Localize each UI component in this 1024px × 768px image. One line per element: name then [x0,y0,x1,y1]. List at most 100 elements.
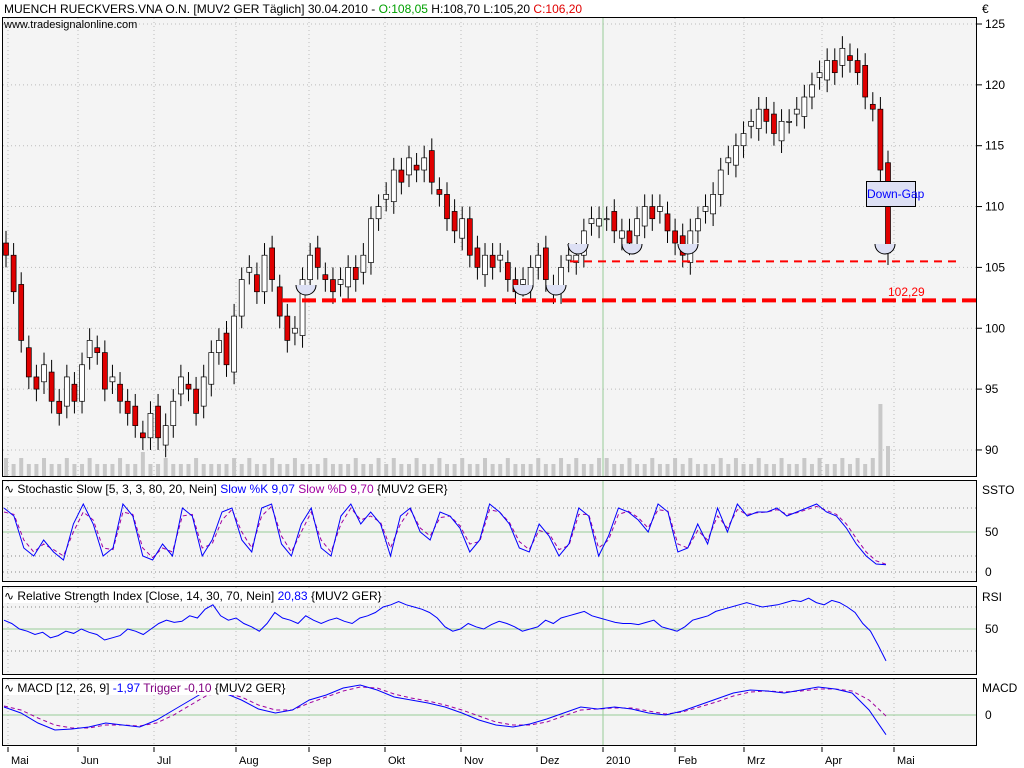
x-tick-label: Jul [157,755,171,767]
candle-body [79,364,85,402]
volume-bar [886,446,890,476]
candle-body [406,157,412,176]
candle-body [292,327,298,334]
candle-body [436,189,443,195]
x-tick-label: Mrz [747,755,765,767]
candle-body [390,169,397,203]
volume-bar [399,464,404,476]
y-tick-label: 115 [985,139,1004,153]
volume-bar [673,458,678,476]
volume-bar [475,464,480,476]
stoch-name: Stochastic Slow [5, 3, 3, 80, 20, Nein] [17,482,217,496]
candle-body [565,254,572,261]
candle-body [535,254,542,268]
volume-bar [186,464,191,476]
volume-bar [148,464,153,476]
candle-body [474,247,481,268]
candle-body [459,218,466,239]
candle-body [725,157,732,164]
macd-value: -1,97 [112,681,141,695]
candle-body [117,383,123,402]
candle-body [261,254,268,293]
volume-bar [49,464,54,476]
candle-body [246,267,253,273]
volume-bar [102,464,107,476]
volume-bar [368,464,373,476]
candle-body [10,254,17,293]
y-tick-label: 90 [985,443,999,457]
candle-body [322,274,329,280]
y-tick-label: 50 [985,525,999,539]
candle-body [71,383,78,402]
candle-body [185,383,192,390]
candle-body [368,218,374,263]
candle-body [383,194,390,200]
high-value: H:108,70 [431,2,480,16]
volume-bar [832,464,837,476]
volume-bar [870,458,875,476]
candle-body [428,150,435,183]
volume-bar [19,458,24,476]
candle-body [504,262,511,280]
candle-body [276,286,283,317]
candle-body [588,218,595,224]
volume-bar [156,464,161,476]
volume-bar [794,464,799,476]
volume-bar [87,458,92,476]
candle-body [25,347,32,378]
volume-bar [34,464,39,476]
volume-bar [566,464,571,476]
source-link[interactable]: www.tradesignalonline.com [4,19,138,31]
volume-bar [437,458,442,476]
volume-bar [551,464,556,476]
candle-body [778,121,785,142]
volume-bar [201,464,206,476]
candle-body [596,218,602,227]
volume-bar [809,464,814,476]
candle-body [854,60,861,74]
candle-body [178,376,184,395]
candle-body [18,284,25,341]
volume-bar [642,464,647,476]
volume-bar [338,464,343,476]
candle-body [223,332,230,366]
candle-body [634,218,640,237]
candle-body [809,84,815,98]
volume-bar [346,464,351,476]
volume-bar [140,452,145,476]
candle-body [626,230,633,244]
volume-bar [178,464,183,476]
support-arc [677,243,699,255]
volume-bar [840,458,845,476]
candle-body [451,211,458,232]
volume-bar [490,464,495,476]
candle-body [124,400,131,414]
volume-bar [133,464,138,476]
candle-body [489,254,496,268]
x-tick-label: Aug [239,755,259,767]
chart-header: MUENCH RUECKVERS.VNA O.N. [MUV2 GER Tägl… [4,2,582,16]
volume-bar [825,464,830,476]
volume-bar [688,458,693,476]
volume-bar [513,464,518,476]
candle-body [702,206,709,212]
volume-bar [756,458,761,476]
volume-bar [194,458,199,476]
volume-bar [749,464,754,476]
volume-bar [574,458,579,476]
y-tick-label: 110 [985,200,1004,214]
support-label: 102,29 [888,285,925,299]
candle-body [345,267,352,288]
support-arc [545,284,567,296]
candle-body [444,194,450,220]
stoch-short: SSTO [982,483,1015,497]
volume-bar [26,464,31,476]
y-tick-label: 0 [985,708,992,722]
volume-bar [650,458,655,476]
volume-bar [619,464,624,476]
stoch-d: Slow %D 9,70 [298,482,374,496]
volume-bar [612,464,617,476]
support-arc [621,243,643,255]
volume-bar [376,458,381,476]
